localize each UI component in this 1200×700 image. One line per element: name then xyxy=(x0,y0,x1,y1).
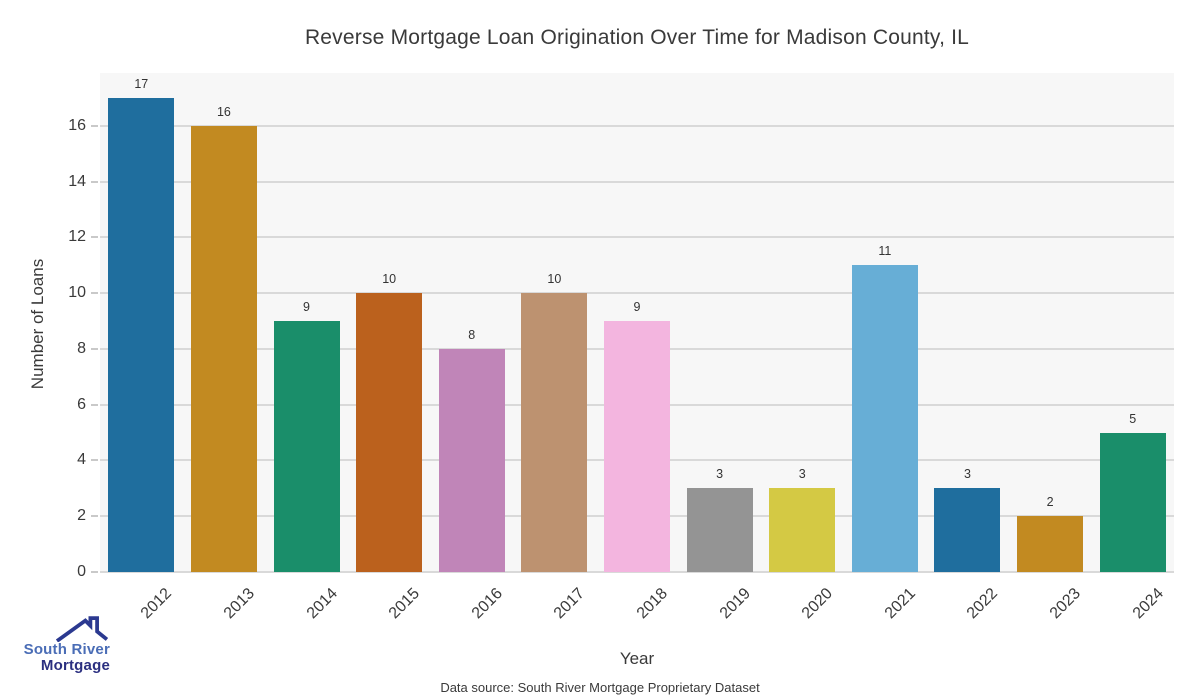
x-tick-label-2016: 2016 xyxy=(468,585,506,623)
bar-2023 xyxy=(1017,516,1084,572)
x-axis-title: Year xyxy=(619,649,655,668)
y-tick-label: 4 xyxy=(77,451,86,469)
x-tick-label-2020: 2020 xyxy=(799,585,837,623)
y-tick-label: 16 xyxy=(68,116,86,134)
bar-value-label: 10 xyxy=(547,272,562,286)
y-tick-label: 14 xyxy=(68,172,86,190)
logo-roof-icon xyxy=(56,616,108,642)
bar-value-label: 16 xyxy=(216,105,231,119)
y-tick-mark xyxy=(91,571,98,573)
x-tick-label-2022: 2022 xyxy=(964,585,1002,623)
x-tick-label-2024: 2024 xyxy=(1129,585,1167,623)
bar-value-label: 10 xyxy=(382,272,397,286)
logo-text-line1: South River xyxy=(23,641,110,658)
y-axis-title: Number of Loans xyxy=(28,258,47,390)
gridline xyxy=(100,571,1174,573)
gridline xyxy=(100,124,1174,127)
bar-value-label: 3 xyxy=(798,467,806,481)
logo-text-line2: Mortgage xyxy=(40,657,110,674)
x-tick-label-2018: 2018 xyxy=(633,585,672,623)
x-tick-label-2017: 2017 xyxy=(551,585,589,623)
x-tick-label-2019: 2019 xyxy=(716,585,754,623)
y-tick-label: 8 xyxy=(77,339,86,357)
y-tick-mark xyxy=(91,459,98,462)
bar-value-label: 8 xyxy=(468,328,476,342)
bar-2020 xyxy=(769,488,836,572)
y-tick-mark xyxy=(91,515,98,518)
bar-2013 xyxy=(190,126,257,572)
y-tick-label: 0 xyxy=(77,563,86,580)
bar-2024 xyxy=(1099,433,1166,572)
gridline xyxy=(100,180,1174,183)
bar-2014 xyxy=(273,321,340,572)
logo: South River Mortgage xyxy=(22,616,110,674)
y-tick-label: 2 xyxy=(77,507,86,525)
bar-2022 xyxy=(934,488,1001,572)
bar-value-label: 17 xyxy=(134,77,149,91)
y-tick-mark xyxy=(91,403,98,406)
bar-2021 xyxy=(851,265,918,572)
source-note: Data source: South River Mortgage Propri… xyxy=(440,680,760,695)
y-tick-mark xyxy=(91,292,98,295)
bar-2019 xyxy=(686,488,753,572)
bar-value-label: 5 xyxy=(1129,412,1137,426)
x-tick-label-2014: 2014 xyxy=(303,585,341,623)
gridline xyxy=(100,292,1174,295)
y-tick-label: 10 xyxy=(68,284,86,302)
bar-2016 xyxy=(438,349,505,572)
bar-value-label: 2 xyxy=(1046,495,1054,509)
bar-value-label: 11 xyxy=(878,244,892,258)
bar-2012 xyxy=(108,98,175,572)
y-tick-mark xyxy=(91,236,98,239)
y-tick-label: 12 xyxy=(68,228,86,246)
x-tick-label-2021: 2021 xyxy=(881,585,919,623)
x-tick-label-2023: 2023 xyxy=(1046,585,1085,623)
chart-title: Reverse Mortgage Loan Origination Over T… xyxy=(304,26,970,49)
gridline xyxy=(100,236,1174,239)
bar-value-label: 9 xyxy=(633,300,641,314)
bar-value-label: 9 xyxy=(303,300,310,314)
y-tick-mark xyxy=(91,124,98,127)
y-tick-mark xyxy=(91,347,98,350)
bar-value-label: 3 xyxy=(716,467,724,481)
bar-2015 xyxy=(356,293,423,572)
bar-2018 xyxy=(604,321,670,572)
bar-value-label: 3 xyxy=(963,467,971,481)
x-tick-label-2013: 2013 xyxy=(220,585,258,623)
x-tick-label-2015: 2015 xyxy=(385,585,424,623)
x-tick-label-2012: 2012 xyxy=(138,585,176,623)
y-tick-label: 6 xyxy=(77,395,86,413)
y-tick-mark xyxy=(91,180,98,183)
bar-2017 xyxy=(521,293,588,572)
